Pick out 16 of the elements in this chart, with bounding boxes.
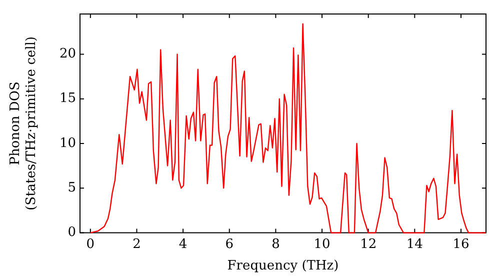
x-tick-label: 0 xyxy=(86,236,95,252)
x-tick-label: 4 xyxy=(178,236,188,252)
y-tick-label: 15 xyxy=(59,91,76,106)
y-tick-label: 5 xyxy=(68,180,76,196)
y-tick-label: 20 xyxy=(59,46,76,62)
x-tick-label: 6 xyxy=(225,236,234,252)
x-tick-label: 12 xyxy=(360,236,377,252)
x-tick-label: 16 xyxy=(452,236,470,252)
y-axis-title: Phonon DOS (States/THz·primitive cell) xyxy=(8,36,39,210)
x-axis-title: Frequency (THz) xyxy=(227,258,339,274)
y-tick-label: 10 xyxy=(59,136,76,151)
x-tick-label: 10 xyxy=(314,236,330,252)
x-tick-label: 2 xyxy=(132,236,141,252)
x-tick-label: 8 xyxy=(272,236,280,252)
x-tick-label: 14 xyxy=(406,236,423,252)
y-tick-label: 0 xyxy=(68,225,76,240)
